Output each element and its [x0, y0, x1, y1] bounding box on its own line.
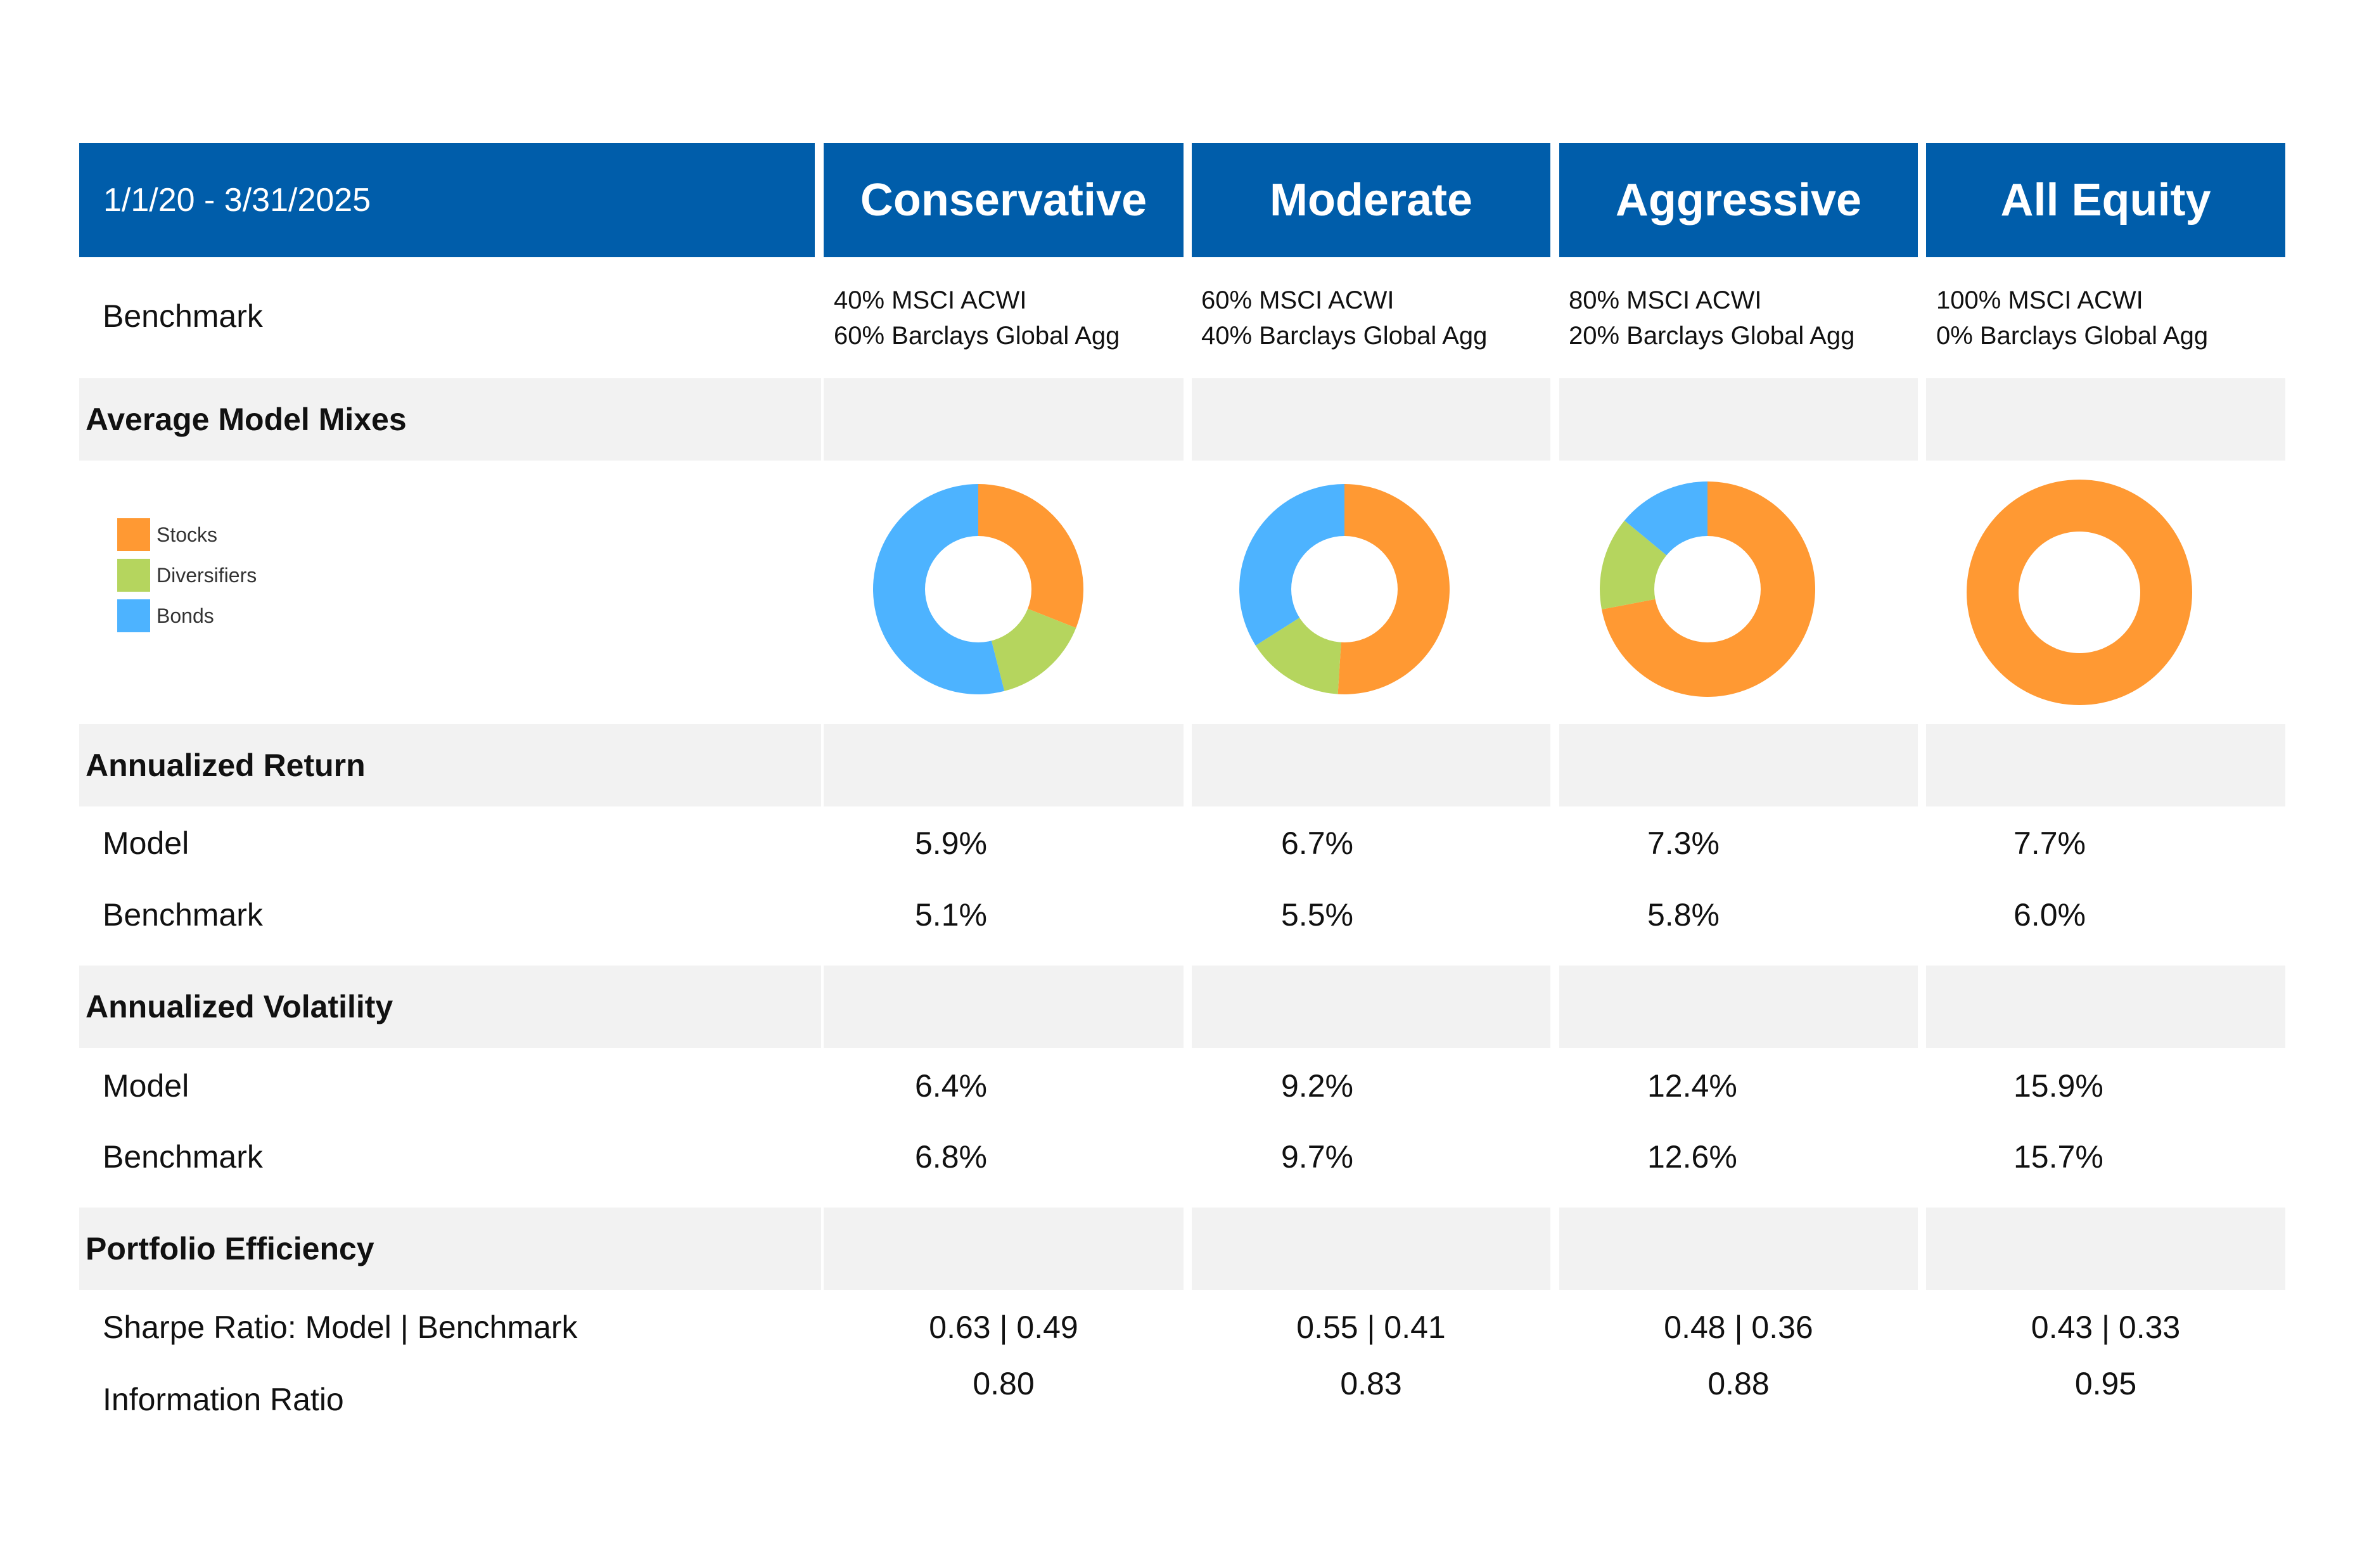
volatility-model-value: 6.4%	[915, 1068, 987, 1104]
volatility-benchmark-value: 15.7%	[2014, 1139, 2103, 1175]
return-model-value: 5.9%	[915, 825, 987, 861]
band-cell	[1192, 378, 1550, 461]
sharpe-ratio-label: Sharpe Ratio: Model | Benchmark	[103, 1310, 578, 1345]
benchmark-desc-all-equity: 100% MSCI ACWI 0% Barclays Global Agg	[1936, 283, 2208, 354]
benchmark-line: 40% MSCI ACWI	[834, 286, 1027, 314]
benchmark-line: 40% Barclays Global Agg	[1201, 322, 1488, 350]
return-benchmark-value: 5.5%	[1281, 897, 1353, 933]
benchmark-label: Benchmark	[103, 298, 263, 334]
benchmark-desc-aggressive: 80% MSCI ACWI 20% Barclays Global Agg	[1569, 283, 1854, 354]
information-ratio-value: 0.88	[1707, 1366, 1770, 1401]
legend-label: Bonds	[156, 604, 214, 627]
header-moderate: Moderate	[1192, 143, 1550, 257]
band-cell	[824, 378, 1184, 461]
volatility-benchmark-value: 6.8%	[915, 1139, 987, 1175]
legend-swatch-bonds	[117, 599, 150, 632]
benchmark-line: 60% MSCI ACWI	[1201, 286, 1394, 314]
donut-chart-moderate	[1239, 484, 1450, 694]
sharpe-ratio-value: 0.43 | 0.33	[2031, 1310, 2181, 1345]
benchmark-line: 0% Barclays Global Agg	[1936, 322, 2209, 350]
benchmark-desc-moderate: 60% MSCI ACWI 40% Barclays Global Agg	[1201, 283, 1487, 354]
section-portfolio-efficiency: Portfolio Efficiency	[79, 1208, 821, 1290]
return-benchmark-value: 6.0%	[2014, 897, 2086, 933]
donut-chart-conservative	[872, 484, 1083, 694]
return-benchmark-value: 5.8%	[1647, 897, 1720, 933]
donut-hole	[1654, 536, 1761, 642]
date-range-header: 1/1/20 - 3/31/2025	[79, 143, 815, 257]
header-all-equity: All Equity	[1926, 143, 2285, 257]
band-cell	[1926, 724, 2285, 806]
band-cell	[1559, 966, 1918, 1048]
chart-legend: Stocks Diversifiers Bonds	[117, 514, 257, 636]
band-cell	[1192, 966, 1550, 1048]
return-model-value: 7.3%	[1647, 825, 1720, 861]
donut-hole	[2019, 532, 2140, 653]
donut-hole	[925, 536, 1031, 642]
section-annualized-volatility: Annualized Volatility	[79, 966, 821, 1048]
donut-chart-all-equity	[1967, 480, 2192, 705]
legend-item-stocks: Stocks	[117, 514, 257, 555]
header-conservative: Conservative	[824, 143, 1184, 257]
band-cell	[824, 966, 1184, 1048]
legend-item-diversifiers: Diversifiers	[117, 555, 257, 596]
legend-label: Diversifiers	[156, 563, 257, 587]
return-benchmark-label: Benchmark	[103, 897, 263, 933]
band-cell	[1559, 1208, 1918, 1290]
band-cell	[824, 724, 1184, 806]
information-ratio-value: 0.83	[1340, 1366, 1402, 1401]
sharpe-ratio-value: 0.48 | 0.36	[1664, 1310, 1813, 1345]
benchmark-line: 20% Barclays Global Agg	[1569, 322, 1855, 350]
band-cell	[1192, 724, 1550, 806]
band-cell	[1559, 378, 1918, 461]
band-cell	[1926, 378, 2285, 461]
volatility-model-value: 9.2%	[1281, 1068, 1353, 1104]
band-cell	[1559, 724, 1918, 806]
information-ratio-value: 0.95	[2074, 1366, 2137, 1401]
volatility-model-value: 12.4%	[1647, 1068, 1737, 1104]
sharpe-ratio-value: 0.63 | 0.49	[929, 1310, 1078, 1345]
benchmark-line: 60% Barclays Global Agg	[834, 322, 1120, 350]
information-ratio-label: Information Ratio	[103, 1382, 344, 1417]
sharpe-ratio-value: 0.55 | 0.41	[1296, 1310, 1446, 1345]
legend-swatch-stocks	[117, 518, 150, 551]
volatility-benchmark-value: 12.6%	[1647, 1139, 1737, 1175]
legend-swatch-diversifiers	[117, 559, 150, 592]
header-aggressive: Aggressive	[1559, 143, 1918, 257]
return-model-label: Model	[103, 825, 189, 861]
legend-label: Stocks	[156, 523, 218, 546]
return-model-value: 6.7%	[1281, 825, 1353, 861]
volatility-benchmark-label: Benchmark	[103, 1139, 263, 1175]
volatility-model-label: Model	[103, 1068, 189, 1104]
section-annualized-return: Annualized Return	[79, 724, 821, 806]
return-model-value: 7.7%	[2014, 825, 2086, 861]
donut-hole	[1291, 536, 1398, 642]
section-average-model-mixes: Average Model Mixes	[79, 378, 821, 461]
band-cell	[1192, 1208, 1550, 1290]
volatility-model-value: 15.9%	[2014, 1068, 2103, 1104]
benchmark-line: 80% MSCI ACWI	[1569, 286, 1762, 314]
band-cell	[824, 1208, 1184, 1290]
volatility-benchmark-value: 9.7%	[1281, 1139, 1353, 1175]
legend-item-bonds: Bonds	[117, 596, 257, 636]
benchmark-desc-conservative: 40% MSCI ACWI 60% Barclays Global Agg	[834, 283, 1120, 354]
return-benchmark-value: 5.1%	[915, 897, 987, 933]
band-cell	[1926, 1208, 2285, 1290]
band-cell	[1926, 966, 2285, 1048]
information-ratio-value: 0.80	[973, 1366, 1035, 1401]
benchmark-line: 100% MSCI ACWI	[1936, 286, 2143, 314]
donut-chart-aggressive	[1600, 481, 1815, 697]
